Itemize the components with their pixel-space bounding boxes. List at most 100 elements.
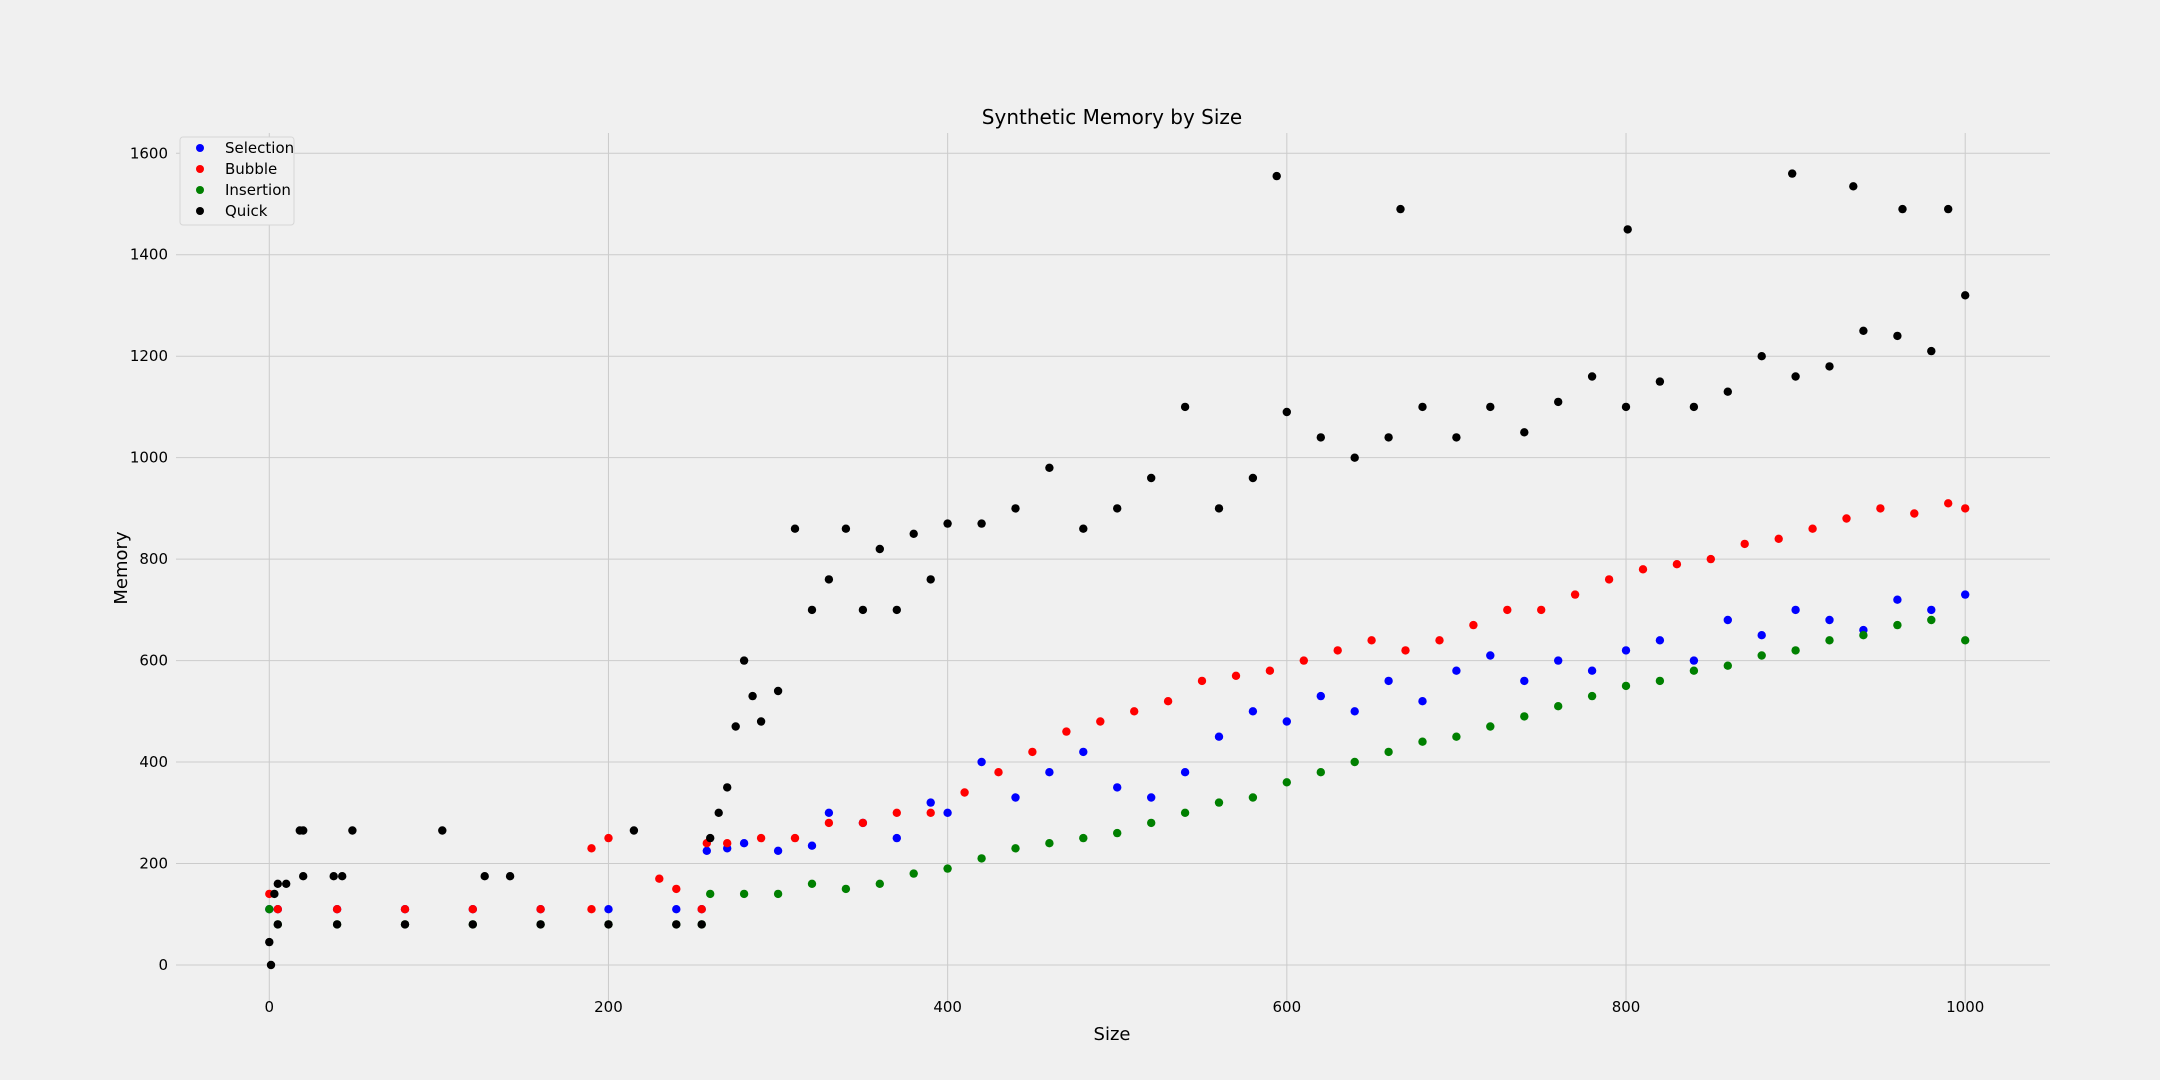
data-point bbox=[672, 884, 681, 894]
data-point bbox=[756, 833, 766, 843]
data-point bbox=[1689, 666, 1699, 675]
y-tick-label: 400 bbox=[139, 753, 168, 771]
data-point bbox=[1825, 636, 1834, 645]
data-point bbox=[1554, 702, 1563, 711]
data-point bbox=[994, 768, 1003, 777]
data-point bbox=[858, 605, 868, 615]
legend-frame bbox=[179, 136, 295, 226]
data-point bbox=[1396, 204, 1405, 214]
legend: Selection Bubble Insertion Quick bbox=[179, 136, 295, 226]
data-point bbox=[723, 839, 732, 848]
data-point bbox=[332, 920, 342, 929]
y-tick-label: 1000 bbox=[130, 449, 168, 467]
y-tick-label: 1400 bbox=[130, 246, 168, 264]
data-point bbox=[1520, 676, 1529, 686]
data-point bbox=[299, 872, 308, 881]
data-point bbox=[1486, 651, 1495, 660]
data-points bbox=[265, 169, 1970, 970]
data-point bbox=[348, 826, 357, 835]
data-point bbox=[1520, 712, 1529, 721]
data-point bbox=[299, 826, 308, 835]
data-point bbox=[1808, 524, 1817, 533]
data-point bbox=[1452, 666, 1461, 675]
y-tick-label: 1200 bbox=[130, 347, 168, 365]
data-point bbox=[773, 846, 783, 855]
data-point bbox=[1961, 636, 1970, 645]
data-point bbox=[1893, 331, 1902, 341]
y-tick-labels: 0 200 400 600 800 1000 1200 1400 1600 bbox=[130, 144, 168, 974]
data-point bbox=[1893, 595, 1902, 604]
data-point bbox=[1282, 407, 1292, 417]
x-tick-labels: 0 200 400 600 800 1000 bbox=[265, 998, 1985, 1016]
data-point bbox=[329, 872, 338, 881]
data-point bbox=[1774, 534, 1783, 543]
data-point bbox=[977, 854, 986, 863]
data-point bbox=[1791, 605, 1800, 615]
data-point bbox=[1927, 615, 1936, 625]
data-point bbox=[926, 798, 935, 807]
data-point bbox=[438, 826, 447, 835]
data-point bbox=[739, 889, 749, 899]
data-point bbox=[1486, 722, 1495, 731]
data-point bbox=[468, 905, 477, 914]
x-tick-label: 1000 bbox=[1946, 998, 1984, 1016]
data-point bbox=[706, 833, 715, 843]
data-point bbox=[790, 833, 800, 843]
data-point bbox=[1859, 631, 1868, 640]
data-point bbox=[943, 519, 952, 528]
x-axis-label: Size bbox=[1094, 1024, 1131, 1045]
data-point bbox=[480, 872, 489, 881]
data-point bbox=[1876, 504, 1885, 513]
data-point bbox=[1384, 747, 1393, 757]
data-point bbox=[1333, 646, 1342, 655]
data-point bbox=[1316, 691, 1326, 701]
data-point bbox=[748, 691, 757, 701]
x-tick-label: 600 bbox=[1273, 998, 1302, 1016]
data-point bbox=[536, 920, 545, 929]
data-point bbox=[1503, 605, 1512, 615]
data-point bbox=[1638, 565, 1648, 574]
data-point bbox=[1706, 554, 1716, 564]
data-point bbox=[790, 524, 800, 533]
data-point bbox=[875, 544, 884, 554]
data-point bbox=[273, 879, 282, 888]
data-point bbox=[1435, 636, 1444, 645]
data-point bbox=[1113, 828, 1122, 838]
data-point bbox=[1418, 737, 1427, 746]
data-point bbox=[282, 879, 291, 888]
data-point bbox=[892, 833, 901, 843]
data-point bbox=[1587, 372, 1597, 381]
data-point bbox=[1147, 818, 1156, 828]
data-point bbox=[587, 905, 596, 914]
data-point bbox=[505, 872, 515, 881]
data-point bbox=[697, 920, 706, 929]
data-point bbox=[1011, 504, 1020, 513]
data-point bbox=[1163, 697, 1173, 706]
data-point bbox=[1214, 798, 1224, 807]
data-point bbox=[1655, 676, 1665, 686]
data-point bbox=[926, 575, 935, 584]
data-point bbox=[1898, 204, 1907, 214]
data-point bbox=[1248, 707, 1258, 716]
data-point bbox=[1604, 575, 1614, 584]
data-point bbox=[1859, 326, 1868, 335]
data-point bbox=[1689, 402, 1699, 412]
data-point bbox=[604, 833, 613, 843]
data-point bbox=[1248, 473, 1258, 483]
data-point bbox=[1214, 732, 1224, 741]
data-point bbox=[1096, 717, 1105, 726]
data-point bbox=[1079, 524, 1088, 533]
data-point bbox=[1045, 768, 1054, 777]
data-point bbox=[1113, 783, 1122, 792]
data-point bbox=[1079, 747, 1088, 757]
data-point bbox=[1623, 225, 1632, 234]
data-point bbox=[731, 722, 740, 731]
data-point bbox=[977, 519, 986, 528]
data-point bbox=[892, 605, 901, 615]
data-point bbox=[273, 905, 282, 914]
data-point bbox=[604, 905, 613, 914]
data-point bbox=[1214, 504, 1224, 513]
data-point bbox=[739, 656, 749, 665]
